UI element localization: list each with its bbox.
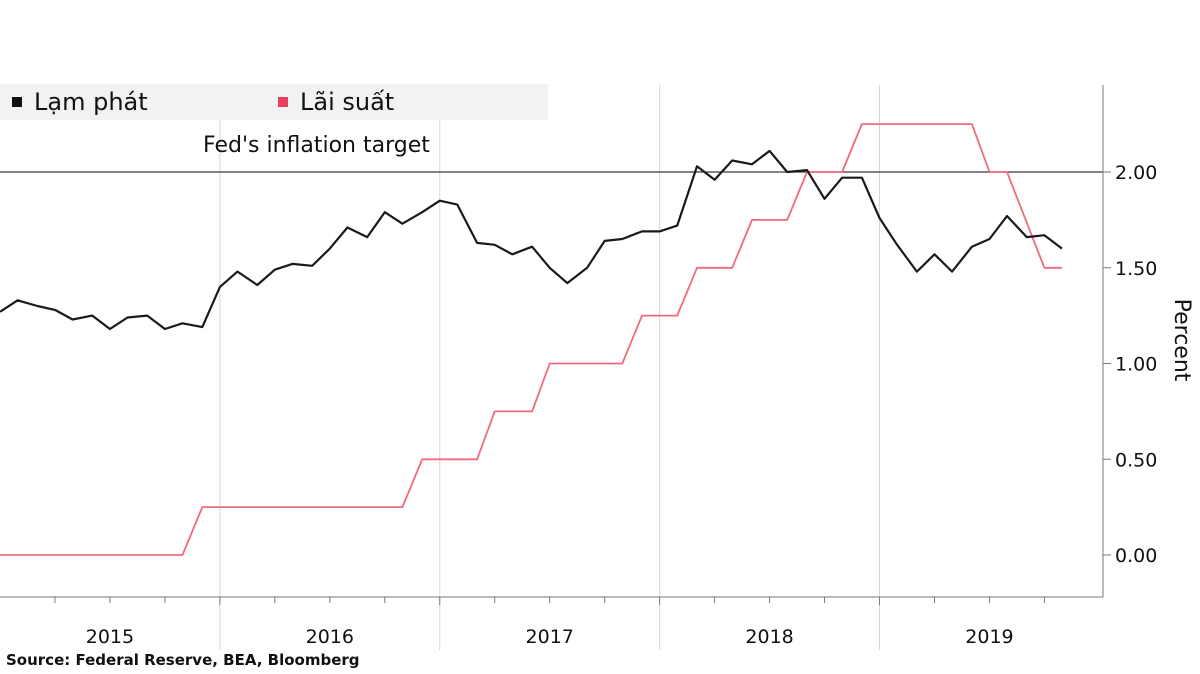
y-tick-label: 2.00 — [1115, 162, 1157, 184]
source-note: Source: Federal Reserve, BEA, Bloomberg — [6, 651, 360, 669]
year-label: 2017 — [526, 626, 574, 648]
y-tick-label: 0.50 — [1115, 449, 1157, 471]
legend-swatch-rate — [278, 97, 288, 107]
y-axis-label: Percent — [1169, 299, 1194, 382]
series-line-inflation — [0, 149, 1063, 331]
legend-item-rate: Lãi suất — [278, 84, 394, 120]
vertical-gridlines — [219, 85, 881, 650]
legend-background — [0, 84, 548, 120]
series-line-interest-rate — [0, 123, 1062, 556]
year-label: 2016 — [306, 626, 354, 648]
y-tick-label: 0.00 — [1115, 545, 1157, 567]
year-label: 2015 — [86, 626, 134, 648]
target-annotation: Fed's inflation target — [203, 133, 430, 158]
legend-item-inflation: Lạm phát — [12, 84, 148, 120]
y-tick-label: 1.50 — [1115, 258, 1157, 280]
legend-swatch-inflation — [12, 97, 22, 107]
legend-label-rate: Lãi suất — [300, 88, 395, 116]
legend-label-inflation: Lạm phát — [34, 88, 148, 116]
year-label: 2019 — [965, 626, 1013, 648]
axes: 0.00 0.50 1.00 1.50 2.00 2015 2016 2017 2018 2019 — [0, 85, 1157, 648]
y-tick-label: 1.00 — [1115, 354, 1157, 376]
year-label: 2018 — [745, 626, 793, 648]
series-layer — [0, 123, 1063, 556]
